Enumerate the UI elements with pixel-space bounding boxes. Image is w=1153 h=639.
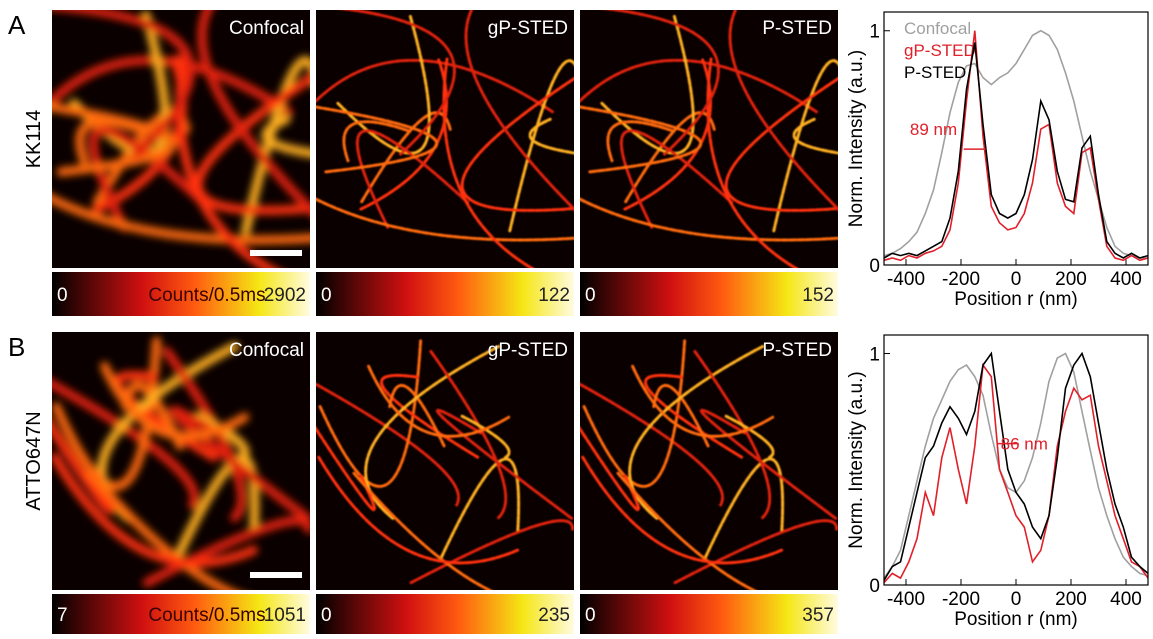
image-title: gP-STED	[488, 18, 568, 39]
x-tick-label: -400	[887, 589, 925, 610]
micrograph	[296, 332, 574, 605]
colorbar	[580, 272, 838, 316]
x-tick-label: -200	[942, 269, 980, 290]
x-tick-label: 200	[1055, 589, 1087, 610]
micrograph	[32, 332, 310, 605]
y-axis-label: Norm. Intensity (a.u.)	[846, 371, 867, 548]
micrograph	[560, 0, 858, 287]
colorbar-max: 2902	[264, 285, 306, 306]
plot-frame	[884, 335, 1148, 585]
line-series	[884, 354, 1148, 581]
colorbar-label: Counts/0.5ms	[148, 285, 265, 306]
body: {"panels": [ {"label": "A", "dye": "KK11…	[0, 0, 1153, 639]
colorbar-min: 0	[321, 605, 332, 626]
image-title: P-STED	[762, 340, 832, 361]
image-title: Confocal	[229, 340, 304, 361]
legend-entry: P-STED	[904, 63, 966, 82]
colorbar-max: 235	[538, 605, 570, 626]
x-tick-label: 400	[1110, 589, 1142, 610]
legend-entry: Confocal	[904, 19, 971, 38]
colorbar-max: 1051	[264, 605, 306, 626]
annotation: 89 nm	[910, 120, 957, 139]
x-tick-label: 0	[1011, 589, 1022, 610]
colorbar-max: 152	[802, 285, 834, 306]
colorbar-label: Counts/0.5ms	[148, 605, 265, 626]
micrograph	[560, 332, 838, 605]
colorbar-min: 7	[57, 605, 68, 626]
panel-label: A	[8, 10, 26, 40]
x-tick-label: 0	[1011, 269, 1022, 290]
scale-bar	[250, 572, 302, 578]
legend-entry: gP-STED	[904, 41, 976, 60]
panel-label: B	[8, 332, 25, 362]
colorbar-min: 0	[585, 605, 596, 626]
image-title: gP-STED	[488, 340, 568, 361]
image-title: P-STED	[762, 18, 832, 39]
colorbar-min: 0	[57, 285, 68, 306]
colorbar	[316, 594, 574, 634]
dye-label: ATTO647N	[23, 411, 45, 510]
colorbar-max: 122	[538, 285, 570, 306]
x-tick-label: 400	[1110, 269, 1142, 290]
x-axis-label: Position r (nm)	[954, 289, 1078, 310]
x-tick-label: -200	[942, 589, 980, 610]
x-tick-label: -400	[887, 269, 925, 290]
y-tick-label: 1	[869, 22, 880, 43]
figure: AKK114Confocal02902Counts/0.5msgP-STED01…	[0, 0, 1153, 634]
colorbar	[580, 594, 838, 634]
micrograph	[296, 0, 594, 287]
y-tick-label: 0	[869, 576, 880, 597]
y-tick-label: 1	[869, 345, 880, 366]
image-title: Confocal	[229, 18, 304, 39]
y-tick-label: 0	[869, 256, 880, 277]
colorbar-max: 357	[802, 605, 834, 626]
colorbar-min: 0	[585, 285, 596, 306]
scale-bar	[250, 250, 302, 256]
y-axis-label: Norm. Intensity (a.u.)	[846, 50, 867, 227]
x-axis-label: Position r (nm)	[954, 609, 1078, 630]
colorbar	[316, 272, 574, 316]
page: body { margin: 0; background: #fff; font…	[0, 0, 1153, 639]
colorbar-min: 0	[321, 285, 332, 306]
x-tick-label: 200	[1055, 269, 1087, 290]
micrograph	[32, 0, 330, 287]
dye-label: KK114	[23, 110, 45, 169]
